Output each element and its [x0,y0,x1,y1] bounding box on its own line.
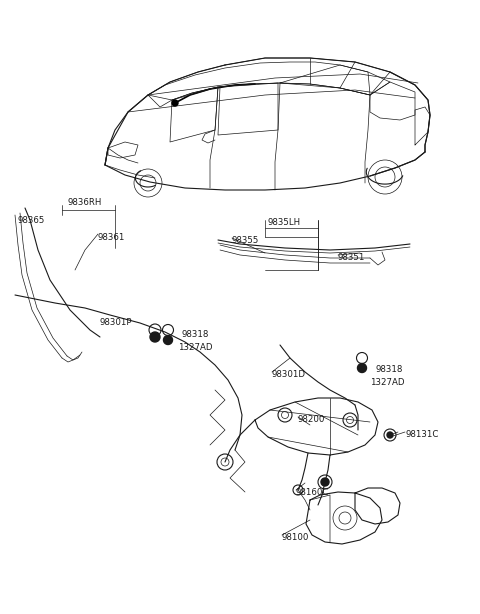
Circle shape [387,432,393,438]
Text: 98100: 98100 [282,533,310,542]
Circle shape [321,478,329,486]
Text: 98355: 98355 [232,236,259,245]
Text: 98318: 98318 [375,365,402,374]
Circle shape [358,363,367,373]
Text: 98361: 98361 [98,233,125,242]
Text: 98131C: 98131C [405,430,438,439]
Text: 1327AD: 1327AD [178,343,213,352]
Circle shape [164,335,172,344]
Text: 9835LH: 9835LH [268,218,301,227]
Text: 98301D: 98301D [272,370,306,379]
Text: 98160C: 98160C [296,488,329,497]
Text: 98365: 98365 [18,216,46,225]
Text: 98301P: 98301P [100,318,132,327]
Text: 9836RH: 9836RH [68,198,102,207]
Text: 98200: 98200 [298,415,325,424]
Text: 1327AD: 1327AD [370,378,405,387]
Text: 98351: 98351 [338,253,365,262]
Circle shape [150,332,160,342]
Circle shape [172,100,178,106]
Text: 98318: 98318 [182,330,209,339]
